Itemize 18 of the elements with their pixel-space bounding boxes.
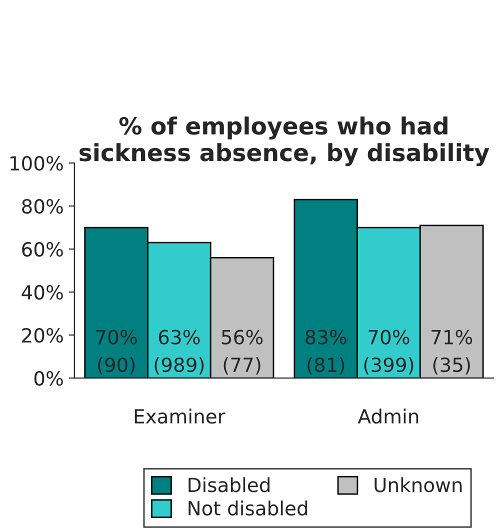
- data-label: 63% (989): [154, 330, 204, 374]
- data-label: 70% (399): [364, 330, 414, 374]
- legend-label: Not disabled: [188, 500, 308, 516]
- x-tick-label: Admin: [358, 408, 418, 424]
- chart-title: % of employees who had sickness absence, by disability: [80, 116, 490, 166]
- x-tick-label: Examiner: [134, 408, 226, 424]
- y-tick-label: 60%: [22, 242, 63, 257]
- y-tick-label: 80%: [22, 198, 63, 214]
- legend-label: Unknown: [374, 477, 462, 492]
- data-label: 83% (81): [306, 330, 346, 374]
- legend-label: Disabled: [188, 477, 270, 492]
- data-label: 56% (77): [222, 330, 263, 374]
- data-label: 71% (35): [432, 330, 472, 374]
- y-tick-label: 40%: [22, 285, 63, 300]
- y-tick-label: 20%: [22, 328, 63, 343]
- data-label: 70% (90): [96, 330, 137, 374]
- y-tick-label: 0%: [34, 371, 63, 386]
- y-tick-label: 100%: [10, 156, 63, 171]
